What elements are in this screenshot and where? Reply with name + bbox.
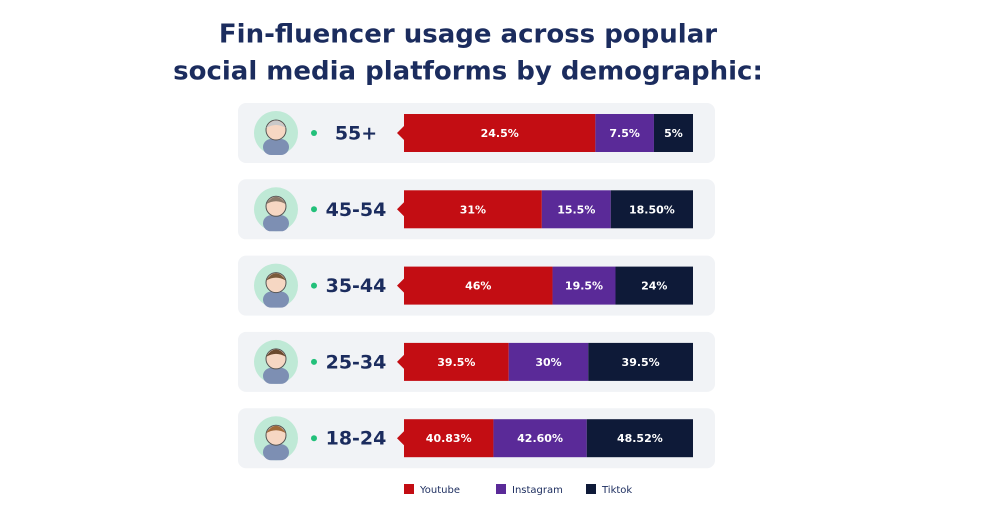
- bullet: [311, 282, 317, 289]
- bar-notch: [397, 278, 404, 293]
- chart-title: Fin-fluencer usage across popular: [219, 20, 717, 50]
- avatar-body: [263, 215, 289, 232]
- bar-notch: [397, 354, 404, 369]
- bullet: [311, 358, 317, 365]
- category-label: 25-34: [326, 351, 387, 373]
- bar-segment: [404, 342, 509, 381]
- avatar-body: [263, 367, 289, 384]
- value-label: 5%: [664, 127, 683, 140]
- value-label: 46%: [465, 280, 491, 293]
- value-label: 24%: [641, 280, 667, 293]
- value-label: 31%: [460, 203, 486, 216]
- legend-swatch: [496, 484, 506, 494]
- bar-notch: [397, 431, 404, 446]
- category-label: 35-44: [326, 275, 387, 297]
- bar-segment: [508, 342, 589, 381]
- value-label: 30%: [535, 356, 561, 369]
- bullet: [311, 206, 317, 213]
- category-label: 45-54: [326, 199, 387, 221]
- avatar-hair: [266, 349, 286, 357]
- avatar-hair: [266, 425, 286, 434]
- value-label: 15.5%: [557, 203, 595, 216]
- value-label: 39.5%: [622, 356, 660, 369]
- avatar-body: [263, 444, 289, 461]
- bar-segment: [615, 266, 693, 305]
- bar-notch: [397, 202, 404, 217]
- value-label: 24.5%: [481, 127, 519, 140]
- bar-segment: [404, 266, 553, 305]
- value-label: 48.52%: [617, 432, 663, 445]
- avatar-body: [263, 139, 289, 155]
- legend-label: Youtube: [419, 485, 460, 496]
- legend-swatch: [586, 484, 596, 494]
- value-label: 18.50%: [629, 203, 675, 216]
- bar-segment: [552, 266, 616, 305]
- legend-label: Instagram: [512, 485, 563, 496]
- avatar-hair: [266, 273, 286, 281]
- bar-segment: [653, 114, 693, 152]
- bar-segment: [541, 190, 611, 229]
- bar-segment: [586, 419, 693, 458]
- bar-segment: [493, 419, 587, 458]
- bar-segment: [404, 419, 494, 458]
- avatar-body: [263, 291, 289, 308]
- avatar-hair: [266, 120, 286, 128]
- bar-segment: [404, 114, 596, 152]
- bar-segment: [595, 114, 654, 152]
- category-label: 55+: [335, 123, 377, 145]
- value-label: 39.5%: [437, 356, 475, 369]
- bullet: [311, 130, 317, 136]
- bar-segment: [610, 190, 693, 229]
- avatar-hair: [266, 196, 286, 205]
- chart-title: social media platforms by demographic:: [173, 57, 763, 87]
- value-label: 40.83%: [426, 432, 472, 445]
- legend-swatch: [404, 484, 414, 494]
- legend-label: Tiktok: [601, 485, 632, 496]
- bullet: [311, 435, 317, 442]
- bar-segment: [588, 342, 693, 381]
- bar-segment: [404, 190, 542, 229]
- category-label: 18-24: [326, 428, 387, 450]
- value-label: 7.5%: [609, 127, 640, 140]
- value-label: 42.60%: [517, 432, 563, 445]
- bar-notch: [397, 126, 404, 140]
- value-label: 19.5%: [565, 280, 603, 293]
